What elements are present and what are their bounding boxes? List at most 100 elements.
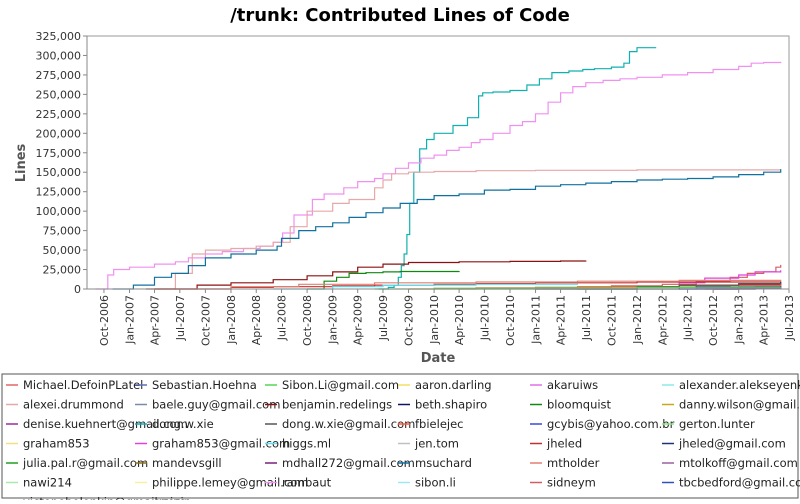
legend-item: gerton.lunter <box>662 417 755 431</box>
x-tick-label: Oct-2010 <box>504 295 517 346</box>
legend-item: jheled <box>530 437 582 451</box>
legend-label: graham853@gmail.com <box>152 437 290 451</box>
series-line-0 <box>378 47 657 290</box>
legend-label: vminin <box>152 495 191 500</box>
legend-label: denise.kuehnert@gmail.com <box>23 417 188 431</box>
x-tick-label: Jan-2010 <box>428 295 441 345</box>
legend-item: alexander.alekseyenko <box>662 378 800 392</box>
x-tick-label: Apr-2007 <box>149 295 162 345</box>
x-tick-label: Oct-2012 <box>707 295 720 346</box>
legend-item: jen.tom <box>398 437 459 451</box>
x-tick-label: Apr-2008 <box>250 295 263 345</box>
y-tick-label: 75,000 <box>43 225 82 238</box>
legend-item: alexei.drummond <box>6 398 124 412</box>
legend-label: mandevsgill <box>152 456 222 470</box>
legend-item: mdhall272@gmail.com <box>265 456 415 470</box>
legend-label: benjamin.redelings <box>282 398 392 412</box>
y-tick-label: 250,000 <box>36 88 82 101</box>
legend-item: fbielejec <box>398 417 463 431</box>
legend-label: fbielejec <box>415 417 463 431</box>
x-tick-label: Jul-2012 <box>682 295 695 341</box>
legend-item: Sibon.Li@gmail.com <box>265 378 399 392</box>
legend-label: msuchard <box>415 456 472 470</box>
legend-label: tbcbedford@gmail.com <box>679 476 800 490</box>
y-tick-label: 275,000 <box>36 69 82 82</box>
legend-item: dong.w.xie@gmail.com <box>265 417 415 431</box>
y-tick-label: 125,000 <box>36 186 82 199</box>
series-line-14 <box>273 283 579 290</box>
legend-label: higgs.ml <box>282 437 331 451</box>
y-tick-label: 150,000 <box>36 166 82 179</box>
legend-item: nawi214 <box>6 476 72 490</box>
legend-item: sibon.li <box>398 476 456 490</box>
x-tick-label: Jul-2008 <box>276 295 289 341</box>
legend-item: julia.pal.r@gmail.com <box>6 456 148 470</box>
legend-label: jheled <box>546 437 582 451</box>
legend-label: akaruiws <box>547 378 598 392</box>
legend-item: akaruiws <box>530 378 598 392</box>
legend-label: rambaut <box>282 476 332 490</box>
x-tick-label: Oct-2007 <box>199 295 212 346</box>
legend-item: danny.wilson@gmail.com <box>662 398 800 412</box>
chart-title: /trunk: Contributed Lines of Code <box>230 5 570 26</box>
x-tick-label: Apr-2010 <box>453 295 466 345</box>
series-line-1 <box>95 61 782 290</box>
legend-item: mtholder <box>530 456 600 470</box>
legend-item: graham853 <box>6 437 90 451</box>
series-line-9 <box>171 279 782 290</box>
legend-item: graham853@gmail.com <box>135 437 290 451</box>
axes-layer: 0 25,000 50,000 75,000 100,000 125,000 150,000… <box>36 30 797 346</box>
legend-item: beth.shapiro <box>398 398 487 412</box>
legend-label: Sibon.Li@gmail.com <box>282 378 399 392</box>
legend-label: nawi214 <box>23 476 72 490</box>
x-tick-label: Apr-2012 <box>656 295 669 345</box>
legend-label: mtolkoff@gmail.com <box>679 456 798 470</box>
legend-item: baele.guy@gmail.com <box>135 398 280 412</box>
legend-item: sidneym <box>530 476 596 490</box>
legend-item: Michael.DefoinPLatel <box>6 378 143 392</box>
x-tick-label: Jan-2009 <box>327 295 340 345</box>
x-axis-title: Date <box>421 351 456 366</box>
y-tick-label: 100,000 <box>36 205 82 218</box>
legend-box <box>1 373 799 499</box>
x-tick-label: Oct-2009 <box>403 295 416 346</box>
series-line-3 <box>112 169 782 290</box>
x-tick-label: Jul-2013 <box>783 295 796 341</box>
legend-label: aaron.darling <box>415 378 492 392</box>
series-line-5 <box>307 270 460 290</box>
legend-item: denise.kuehnert@gmail.com <box>6 417 188 431</box>
x-tick-label: Jul-2007 <box>174 295 187 341</box>
legend-item: msuchard <box>398 456 472 470</box>
legend-label: dong.w.xie <box>152 417 214 431</box>
legend-item: dong.w.xie <box>135 417 214 431</box>
legend-label: mtholder <box>547 456 600 470</box>
x-tick-label: Jan-2007 <box>124 295 137 345</box>
legend-label: julia.pal.r@gmail.com <box>22 456 148 470</box>
legend-item: bloomquist <box>530 398 612 412</box>
y-tick-label: 300,000 <box>36 49 82 62</box>
legend-item: aaron.darling <box>398 378 492 392</box>
legend-item: mandevsgill <box>135 456 222 470</box>
legend-label: alexander.alekseyenko <box>679 378 800 392</box>
legend-label: jen.tom <box>414 437 459 451</box>
x-tick-label: Jul-2010 <box>478 295 491 341</box>
y-tick-label: 50,000 <box>43 244 82 257</box>
legend-label: Michael.DefoinPLatel <box>23 378 143 392</box>
x-tick-label: Jul-2009 <box>377 295 390 341</box>
legend-label: sidneym <box>547 476 596 490</box>
legend-label: dong.w.xie@gmail.com <box>282 417 415 431</box>
legend-label: gcybis@yahoo.com.br <box>547 417 675 431</box>
legend-item: gcybis@yahoo.com.br <box>530 417 675 431</box>
series-line-4 <box>145 260 587 290</box>
legend-label: bloomquist <box>547 398 612 412</box>
plot-frame <box>86 35 790 290</box>
legend-label: Sebastian.Hoehna <box>152 378 257 392</box>
legend-item: mtolkoff@gmail.com <box>662 456 798 470</box>
legend-item: benjamin.redelings <box>265 398 392 412</box>
legend-item: Sebastian.Hoehna <box>135 378 257 392</box>
legend-item: rambaut <box>265 476 332 490</box>
x-tick-label: Apr-2011 <box>555 295 568 345</box>
legend-label: graham853 <box>23 437 90 451</box>
